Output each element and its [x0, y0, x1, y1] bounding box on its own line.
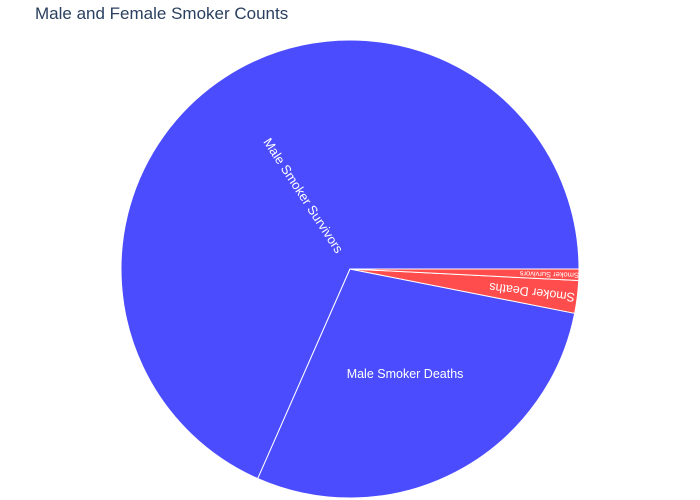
pie-label-female-smoker-survivors: Female Smoker Survivors [519, 269, 606, 280]
pie-label-male-smoker-deaths: Male Smoker Deaths [347, 367, 464, 381]
pie-slice-male-smoker-survivors[interactable] [120, 39, 580, 480]
pie-slice-female-smoker-survivors[interactable] [349, 268, 580, 282]
pie-slice-male-smoker-deaths[interactable] [257, 268, 576, 499]
chart-title: Male and Female Smoker Counts [35, 4, 289, 23]
